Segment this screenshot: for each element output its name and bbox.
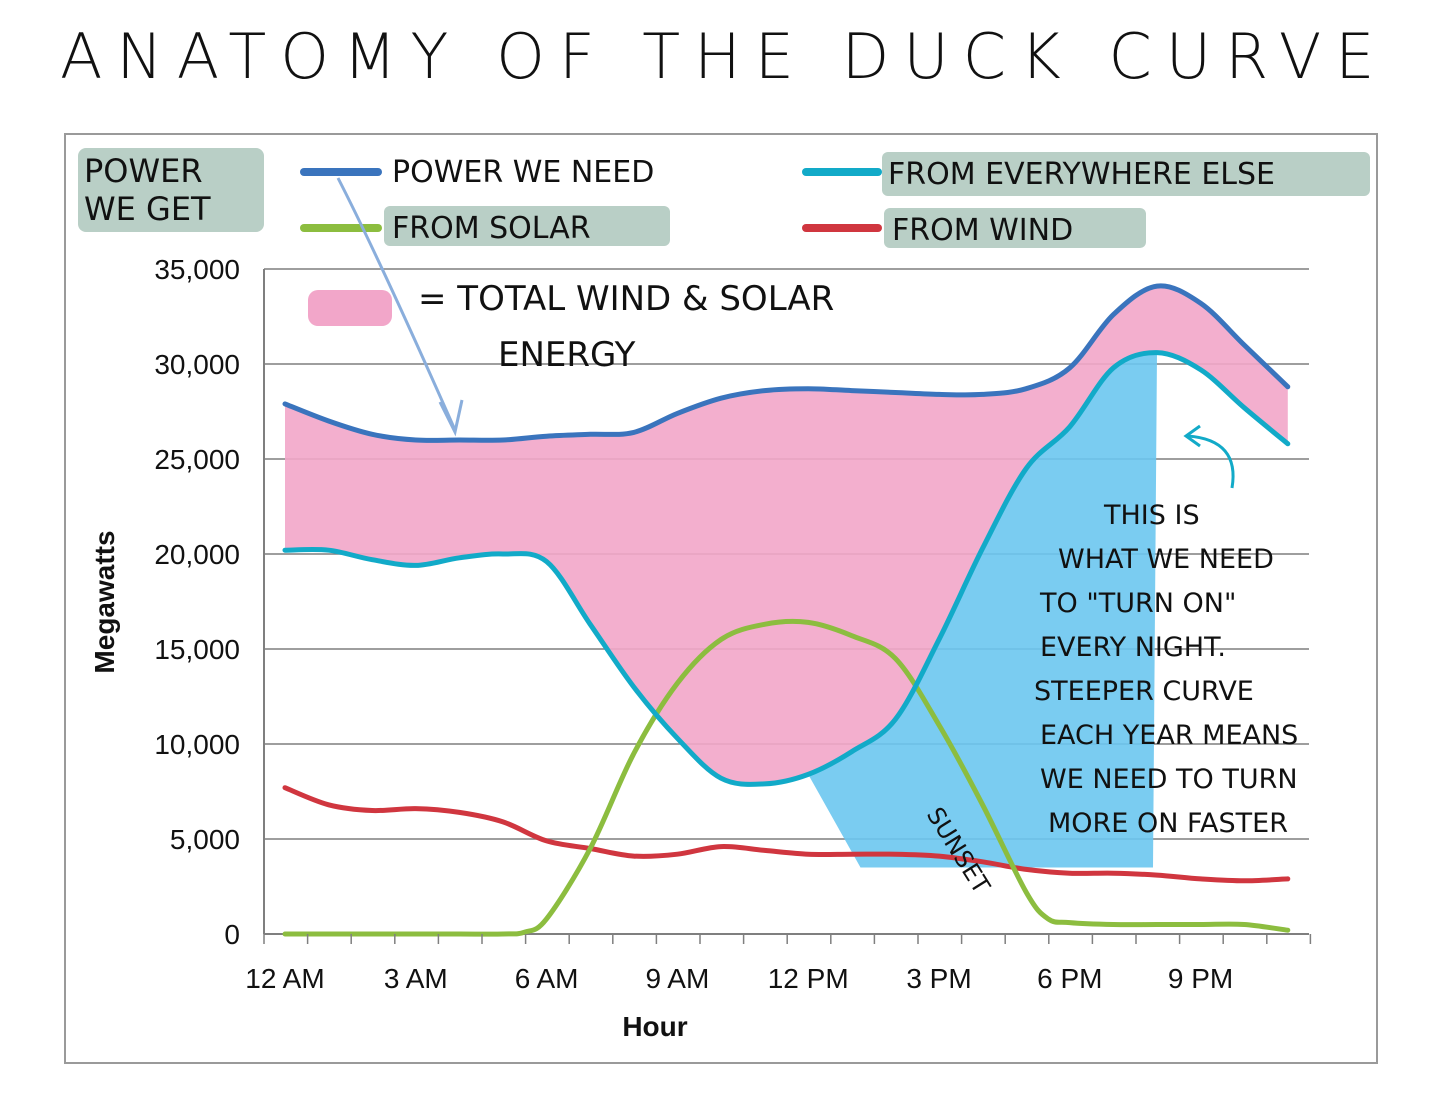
ramp-arrow-head — [1183, 424, 1201, 448]
y-axis-title: Megawatts — [89, 530, 120, 673]
fill-legend-swatch — [308, 290, 392, 326]
y-tick-label: 35,000 — [154, 254, 240, 285]
legend-wind-highlight — [884, 208, 1146, 248]
legend-label-everywhere-else: FROM EVERYWHERE ELSE — [888, 157, 1275, 192]
legend-arrow — [336, 177, 457, 431]
ramp-note-line: EVERY NIGHT. — [1040, 632, 1226, 663]
ramp-fill — [808, 352, 1157, 868]
y-tick-label: 0 — [224, 919, 240, 950]
x-tick-label: 12 PM — [768, 963, 849, 994]
legend-label-solar: FROM SOLAR — [392, 211, 591, 246]
ramp-note-line: WE NEED TO TURN — [1040, 764, 1298, 795]
legend-heading-line1: POWER — [84, 152, 203, 190]
x-tick-label: 9 AM — [645, 963, 709, 994]
area-fills — [285, 285, 1288, 868]
legend-everywhere-highlight — [882, 152, 1370, 196]
legend-label-demand: POWER WE NEED — [392, 155, 654, 190]
fill-legend-label-2: ENERGY — [498, 335, 636, 375]
legend-heading-line2: WE GET — [84, 190, 211, 228]
ramp-note-line: EACH YEAR MEANS — [1040, 720, 1298, 751]
ramp-note-line: MORE ON FASTER — [1048, 808, 1288, 839]
series-line-wind — [282, 785, 1291, 884]
y-tick-label: 20,000 — [154, 539, 240, 570]
ramp-note-line: STEEPER CURVE — [1034, 676, 1254, 707]
series-line-solar — [282, 618, 1291, 937]
ramp-arrow — [1187, 434, 1235, 489]
x-tick-label: 6 AM — [515, 963, 579, 994]
series-line-everywhere-else — [282, 350, 1291, 787]
x-tick-label: 3 PM — [906, 963, 971, 994]
legend-solar-highlight — [384, 206, 670, 246]
y-tick-label: 30,000 — [154, 349, 240, 380]
y-tick-label: 25,000 — [154, 444, 240, 475]
wind-solar-fill — [285, 285, 1288, 785]
x-tick-label: 12 AM — [245, 963, 324, 994]
series-line-demand — [282, 283, 1291, 443]
x-tick-label: 9 PM — [1168, 963, 1233, 994]
y-tick-label: 15,000 — [154, 634, 240, 665]
tick-labels: 0 5,000 10,000 15,000 20,000 25,000 30,000 35,0… — [154, 254, 1312, 994]
ramp-note-line: THIS IS — [1103, 500, 1200, 531]
legend: POWER WE GET POWER WE NEED FROM SOLAR FR… — [78, 148, 1370, 375]
x-tick-label: 3 AM — [384, 963, 448, 994]
ramp-note-line: TO "TURN ON" — [1039, 588, 1236, 619]
series-lines — [282, 283, 1291, 937]
chart-frame — [64, 133, 1378, 1064]
y-tick-label: 5,000 — [170, 824, 240, 855]
y-tick-label: 10,000 — [154, 729, 240, 760]
fill-legend-label: = TOTAL WIND & SOLAR — [418, 279, 834, 319]
legend-label-wind: FROM WIND — [892, 213, 1073, 248]
ramp-note: THIS IS WHAT WE NEED TO "TURN ON" EVERY NIG… — [1034, 500, 1298, 839]
legend-arrow-head — [438, 399, 464, 437]
ramp-note-line: WHAT WE NEED — [1058, 544, 1274, 575]
x-axis-title: Hour — [622, 1011, 687, 1042]
page-title: ANATOMY OF THE DUCK CURVE — [60, 20, 1389, 93]
legend-heading-highlight — [78, 148, 264, 232]
x-tick-label: 6 PM — [1037, 963, 1102, 994]
